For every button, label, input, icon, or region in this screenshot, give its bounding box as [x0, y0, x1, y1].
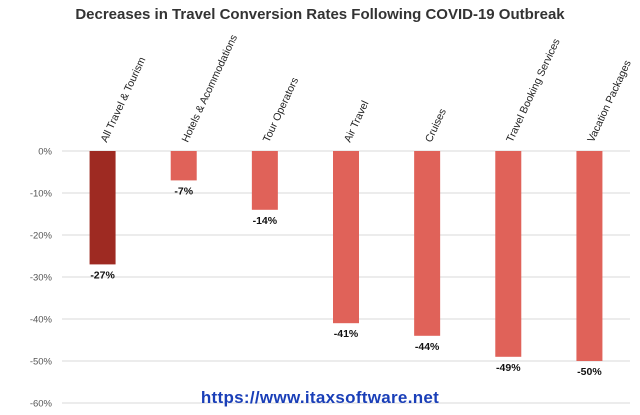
watermark-url: https://www.itaxsoftware.net	[200, 388, 440, 407]
bar	[576, 151, 603, 361]
bar	[251, 151, 278, 210]
bar	[170, 151, 197, 181]
chart-title: Decreases in Travel Conversion Rates Fol…	[75, 6, 565, 23]
data-label: -50%	[577, 366, 602, 378]
data-label: -7%	[174, 185, 193, 197]
data-label: -49%	[496, 362, 521, 374]
bar	[495, 151, 522, 357]
category-label: Tour Operators	[261, 76, 301, 145]
y-tick-label: -40%	[30, 315, 53, 326]
category-label: Cruises	[423, 107, 449, 144]
data-label: -27%	[90, 269, 115, 281]
y-tick-label: 0%	[38, 147, 52, 158]
category-label: All Travel & Tourism	[98, 55, 148, 144]
y-tick-label: -50%	[30, 357, 53, 368]
y-tick-label: -60%	[30, 399, 53, 410]
y-tick-label: -20%	[30, 231, 53, 242]
category-label: Vacation Packages	[585, 58, 634, 144]
category-label: Travel Booking Services	[504, 37, 563, 144]
data-label: -41%	[334, 328, 359, 340]
bar	[333, 151, 359, 324]
data-label: -14%	[253, 215, 278, 227]
y-tick-label: -30%	[30, 273, 53, 284]
bar	[89, 151, 116, 265]
bar	[414, 151, 441, 336]
y-tick-label: -10%	[30, 189, 53, 200]
category-label: Air Travel	[342, 99, 372, 144]
data-label: -44%	[415, 341, 440, 353]
category-label: Hotels & Acommodations	[180, 33, 240, 144]
